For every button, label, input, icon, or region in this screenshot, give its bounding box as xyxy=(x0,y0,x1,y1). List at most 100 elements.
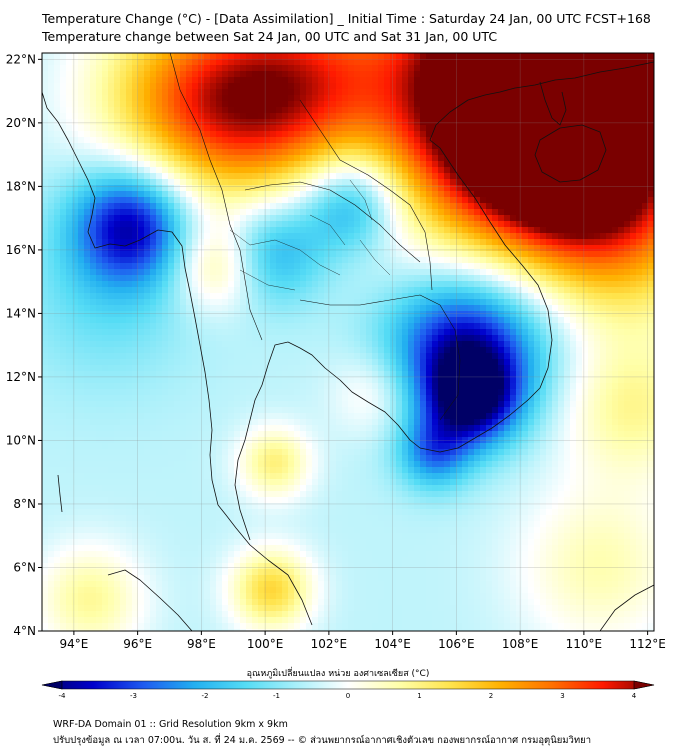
field-cell xyxy=(366,113,373,120)
field-cell xyxy=(234,317,241,324)
field-cell xyxy=(402,167,409,174)
field-cell xyxy=(384,257,391,264)
field-cell xyxy=(636,179,643,186)
field-cell xyxy=(150,83,157,90)
field-cell xyxy=(546,95,553,102)
field-cell xyxy=(222,281,229,288)
field-cell xyxy=(150,65,157,72)
field-cell xyxy=(336,281,343,288)
field-cell xyxy=(384,311,391,318)
field-cell xyxy=(414,107,421,114)
field-cell xyxy=(66,155,73,162)
field-cell xyxy=(408,227,415,234)
field-cell xyxy=(144,167,151,174)
field-cell xyxy=(540,149,547,156)
field-cell xyxy=(66,59,73,66)
field-cell xyxy=(570,149,577,156)
field-cell xyxy=(438,119,445,126)
field-cell xyxy=(414,239,421,246)
field-cell xyxy=(558,239,565,246)
field-cell xyxy=(384,245,391,252)
field-cell xyxy=(282,197,289,204)
field-cell xyxy=(222,227,229,234)
field-cell xyxy=(186,101,193,108)
field-cell xyxy=(132,95,139,102)
field-cell xyxy=(72,131,79,138)
field-cell xyxy=(600,233,607,240)
field-cell xyxy=(624,179,631,186)
field-cell xyxy=(546,221,553,228)
field-cell xyxy=(108,191,115,198)
field-cell xyxy=(510,227,517,234)
field-cell xyxy=(264,317,271,324)
field-cell xyxy=(276,71,283,78)
field-cell xyxy=(270,59,277,66)
field-cell xyxy=(120,305,127,312)
field-cell xyxy=(558,191,565,198)
field-cell xyxy=(294,341,301,348)
field-cell xyxy=(486,293,493,300)
field-cell xyxy=(96,257,103,264)
field-cell xyxy=(606,299,613,306)
field-cell xyxy=(330,269,337,276)
field-cell xyxy=(252,311,259,318)
field-cell xyxy=(90,149,97,156)
field-cell xyxy=(390,323,397,330)
field-cell xyxy=(162,227,169,234)
field-cell xyxy=(222,95,229,102)
field-cell xyxy=(372,125,379,132)
field-cell xyxy=(174,185,181,192)
field-cell xyxy=(348,113,355,120)
field-cell xyxy=(120,125,127,132)
field-cell xyxy=(42,95,49,102)
field-cell xyxy=(72,179,79,186)
field-cell xyxy=(486,59,493,66)
field-cell xyxy=(588,95,595,102)
field-cell xyxy=(564,149,571,156)
field-cell xyxy=(228,305,235,312)
field-cell xyxy=(90,125,97,132)
field-cell xyxy=(396,77,403,84)
field-cell xyxy=(270,65,277,72)
field-cell xyxy=(264,137,271,144)
field-cell xyxy=(336,263,343,270)
field-cell xyxy=(558,167,565,174)
field-cell xyxy=(612,185,619,192)
field-cell xyxy=(390,179,397,186)
field-cell xyxy=(618,101,625,108)
field-cell xyxy=(432,107,439,114)
field-cell xyxy=(306,323,313,330)
field-cell xyxy=(138,221,145,228)
field-cell xyxy=(468,149,475,156)
field-cell xyxy=(558,257,565,264)
field-cell xyxy=(576,179,583,186)
field-cell xyxy=(366,137,373,144)
field-cell xyxy=(342,275,349,282)
field-cell xyxy=(306,173,313,180)
field-cell xyxy=(324,293,331,300)
field-cell xyxy=(126,155,133,162)
field-cell xyxy=(642,257,649,264)
field-cell xyxy=(96,215,103,222)
field-cell xyxy=(318,335,325,342)
field-cell xyxy=(240,101,247,108)
field-cell xyxy=(282,269,289,276)
field-cell xyxy=(348,323,355,330)
field-cell xyxy=(300,125,307,132)
field-cell xyxy=(354,53,361,60)
field-cell xyxy=(594,329,601,336)
field-cell xyxy=(318,179,325,186)
field-cell xyxy=(390,317,397,324)
field-cell xyxy=(342,173,349,180)
field-cell xyxy=(66,317,73,324)
field-cell xyxy=(240,227,247,234)
field-cell xyxy=(516,53,523,60)
field-cell xyxy=(306,155,313,162)
field-cell xyxy=(432,149,439,156)
field-cell xyxy=(96,119,103,126)
field-cell xyxy=(78,263,85,270)
field-cell xyxy=(288,299,295,306)
field-cell xyxy=(360,305,367,312)
field-cell xyxy=(234,239,241,246)
field-cell xyxy=(600,317,607,324)
